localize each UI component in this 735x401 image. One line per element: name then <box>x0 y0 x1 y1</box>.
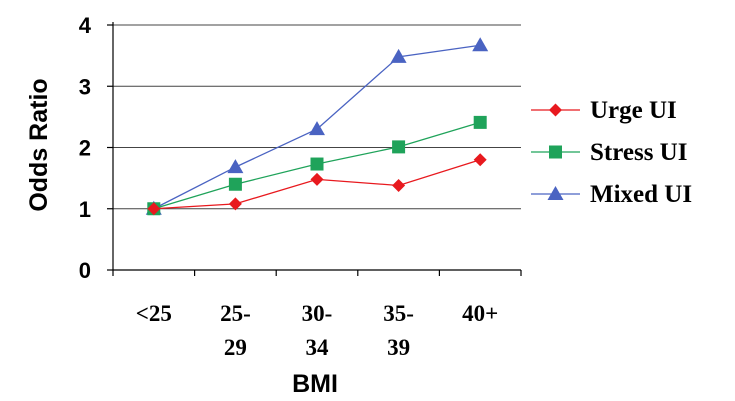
legend: Urge UI Stress UI Mixed UI <box>531 97 692 208</box>
stress-ui-point <box>392 140 406 154</box>
legend-marker <box>549 145 562 159</box>
stress-ui-point <box>310 157 324 171</box>
x-axis-title: BMI <box>292 370 338 398</box>
mixed-ui-point <box>390 48 407 63</box>
x-tick-label: 39 <box>387 335 410 360</box>
urge-ui-point <box>473 153 487 167</box>
legend-entry-mixed-ui: Mixed UI <box>531 181 692 208</box>
legend-entry-urge-ui: Urge UI <box>531 97 677 124</box>
legend-marker <box>547 186 564 200</box>
mixed-ui-point <box>309 121 325 136</box>
y-tick-label: 4 <box>79 13 92 38</box>
y-tick-label: 1 <box>79 197 91 222</box>
legend-entry-stress-ui: Stress UI <box>531 139 687 166</box>
x-tick-label: 30- <box>302 301 333 326</box>
urge-ui-point <box>392 178 406 192</box>
x-tick-label: 29 <box>224 335 247 360</box>
stress-ui-point <box>473 115 487 129</box>
legend-label: Mixed UI <box>590 181 692 208</box>
mixed-ui-point <box>472 37 489 52</box>
y-tick-label: 2 <box>79 136 91 161</box>
y-tick-labels: 0 1 2 3 4 <box>79 13 92 283</box>
series-group <box>145 37 489 216</box>
mixed-ui-point <box>227 159 244 174</box>
axes <box>107 22 522 276</box>
y-tick-label: 3 <box>79 74 91 99</box>
x-tick-label: <25 <box>136 301 172 326</box>
x-tick-labels: <25 25- 29 30- 34 35- 39 40+ <box>136 301 499 360</box>
x-tick-label: 35- <box>383 301 414 326</box>
x-tick-label: 34 <box>306 335 330 360</box>
legend-marker <box>549 103 562 117</box>
urge-ui-point <box>147 202 161 216</box>
y-tick-label: 0 <box>79 258 91 283</box>
gridlines <box>113 24 521 210</box>
x-tick-label: 40+ <box>462 301 498 326</box>
urge-ui-point <box>310 172 324 186</box>
x-tick-label: 25- <box>220 301 251 326</box>
y-axis-title: Odds Ratio <box>25 78 53 211</box>
mixed-ui-series <box>145 37 489 215</box>
urge-ui-point <box>228 197 242 211</box>
urge-ui-series <box>147 153 487 216</box>
legend-label: Stress UI <box>590 139 687 166</box>
legend-label: Urge UI <box>590 97 677 124</box>
stress-ui-point <box>228 177 242 191</box>
